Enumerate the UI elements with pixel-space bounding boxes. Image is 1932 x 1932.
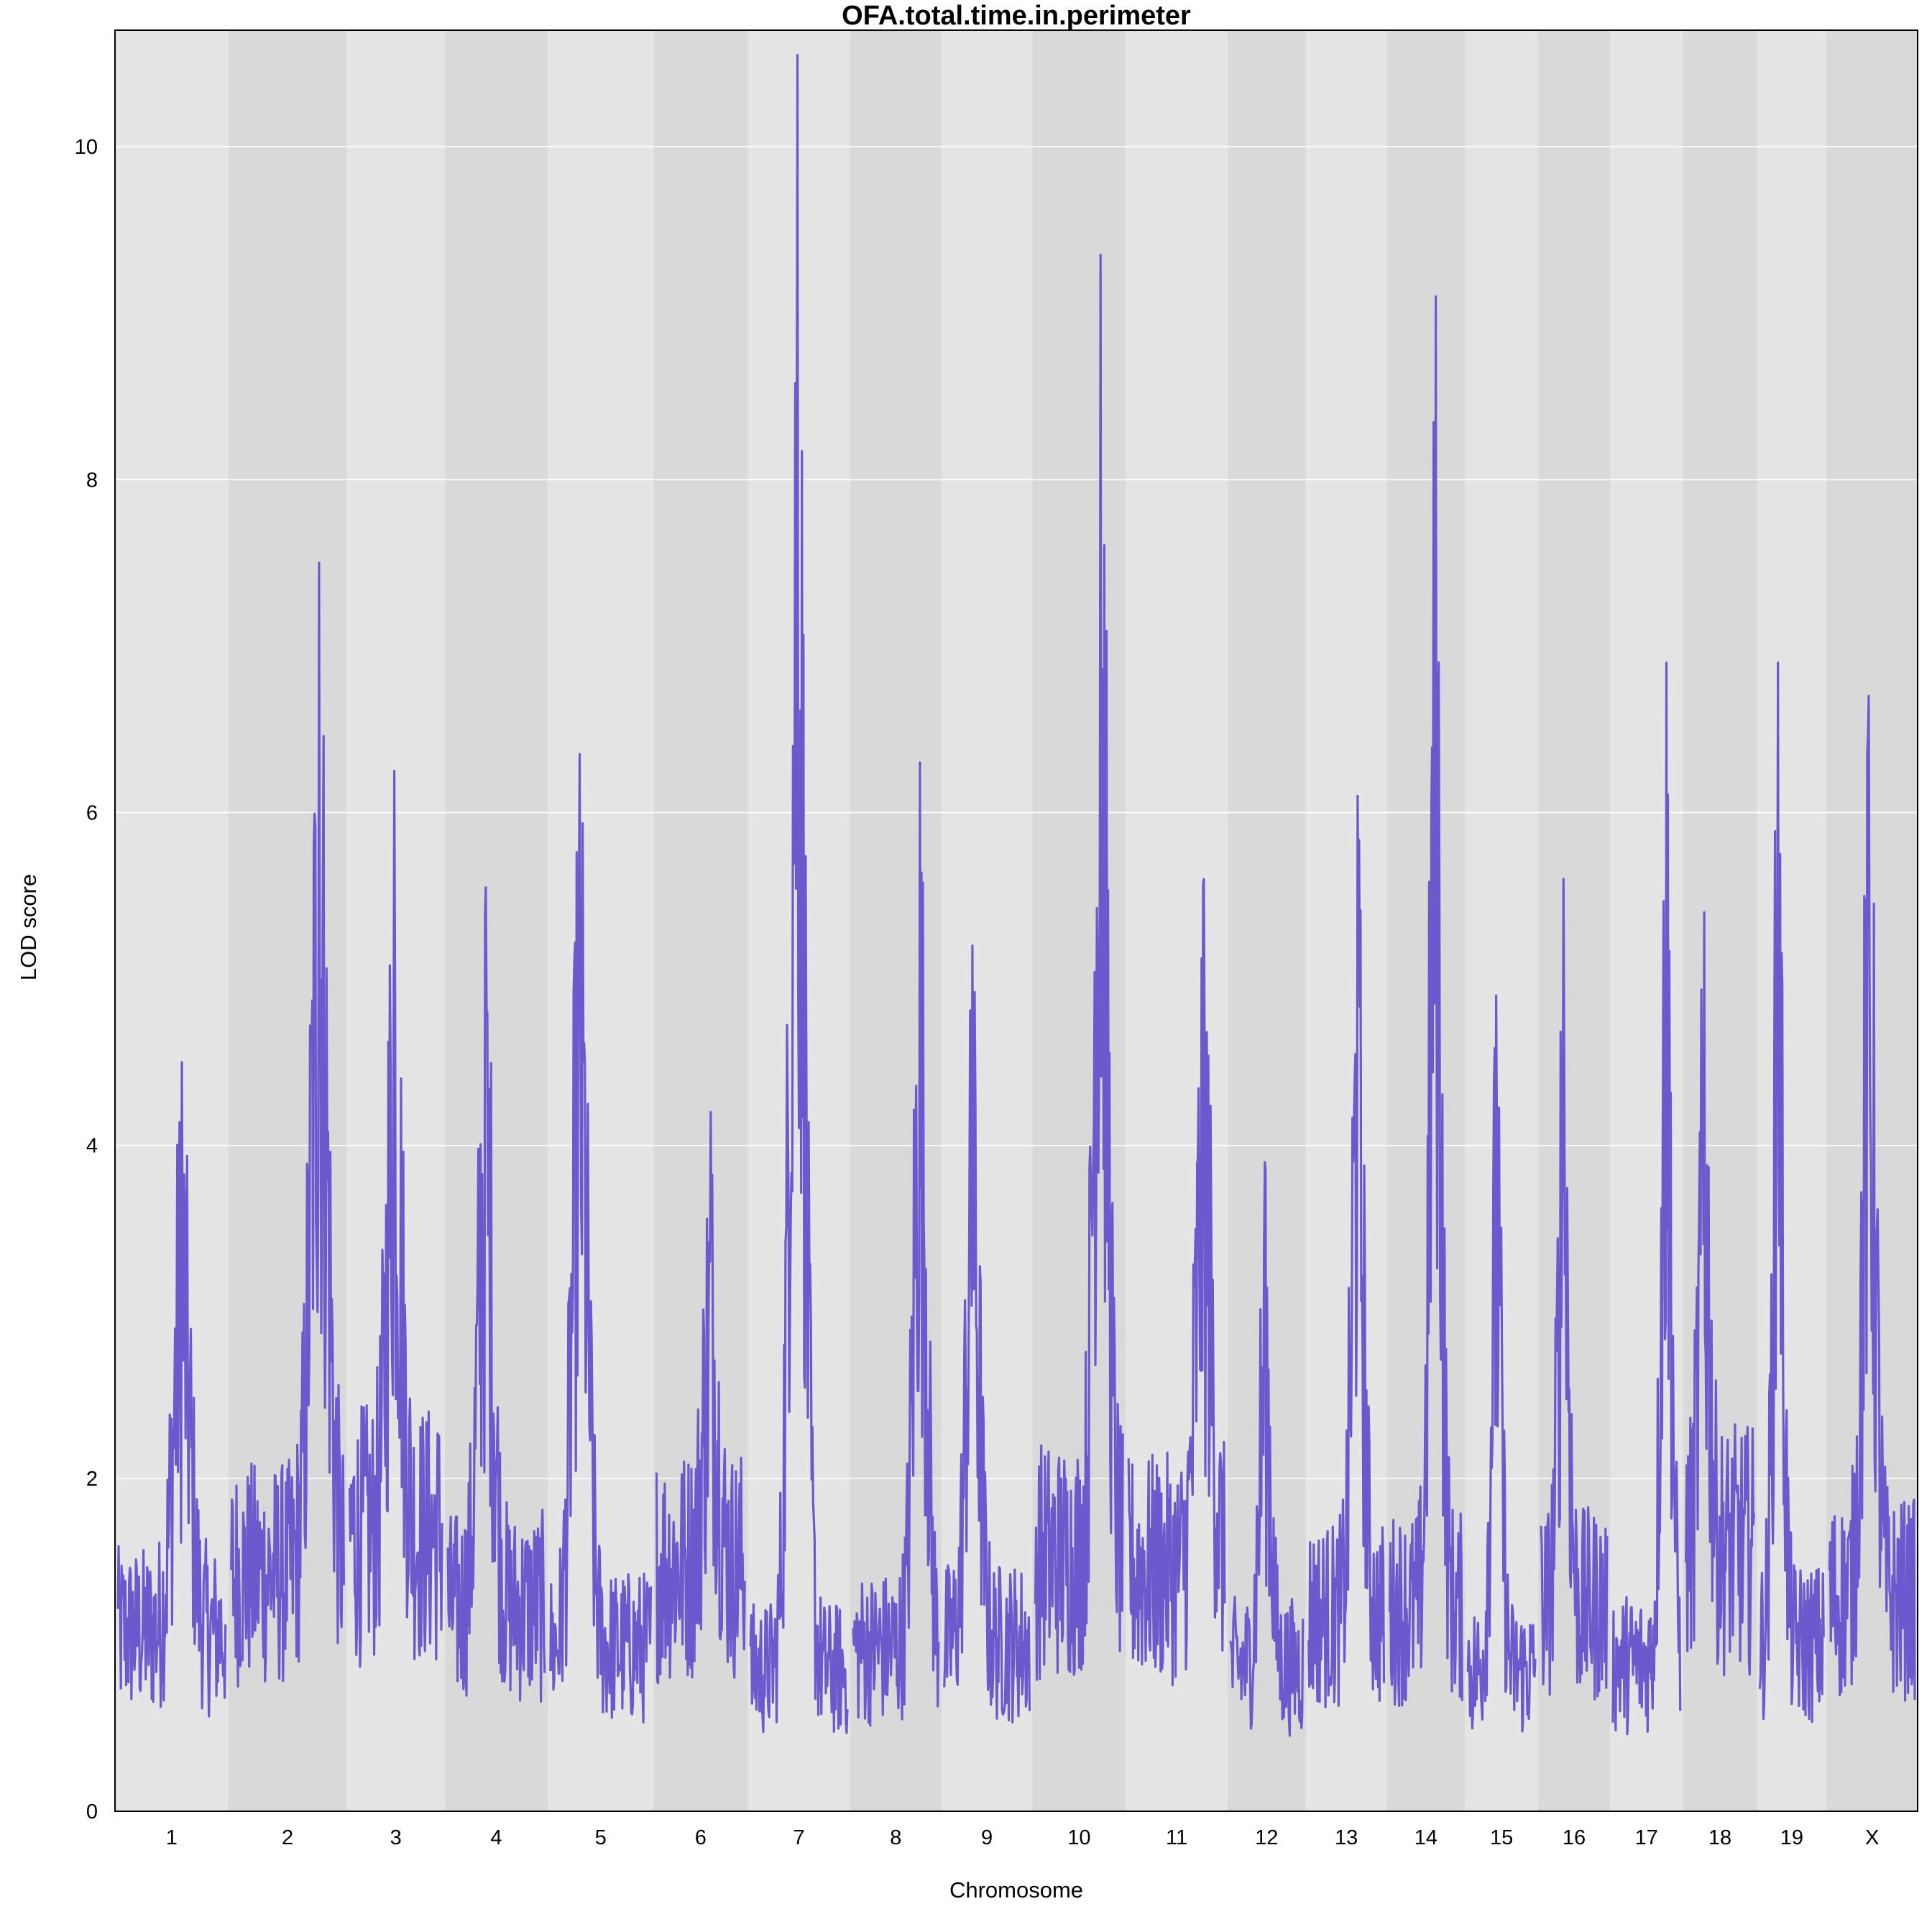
gridlines	[115, 146, 1918, 1479]
chromosome-band-16	[1538, 30, 1611, 1811]
x-tick-label: 11	[1166, 1826, 1187, 1849]
x-tick-label: 15	[1490, 1826, 1513, 1849]
chromosome-band-X	[1826, 30, 1918, 1811]
chromosome-bands	[115, 30, 1918, 1811]
y-tick-label: 4	[86, 1135, 98, 1158]
x-tick-label: 8	[890, 1826, 901, 1849]
chart-title: OFA.total.time.in.perimeter	[842, 1, 1191, 31]
y-axis-label: LOD score	[16, 874, 41, 980]
x-tick-label: 17	[1635, 1826, 1658, 1849]
x-tick-label: 1	[166, 1826, 178, 1849]
x-tick-label: 12	[1255, 1826, 1278, 1849]
x-tick-label: 7	[794, 1826, 805, 1849]
x-tick-label: 6	[695, 1826, 707, 1849]
y-tick-label: 0	[86, 1800, 98, 1823]
x-tick-label: 9	[981, 1826, 993, 1849]
lod-score-line	[116, 54, 1916, 1737]
y-axis: 0 2 4 6 8 10	[75, 136, 98, 1823]
x-tick-label: 13	[1335, 1826, 1358, 1849]
chromosome-band-15	[1465, 30, 1539, 1811]
chromosome-band-17	[1609, 30, 1684, 1811]
x-tick-label: 3	[390, 1826, 402, 1849]
x-tick-label: 18	[1708, 1826, 1731, 1849]
x-tick-label: 4	[490, 1826, 502, 1849]
y-tick-label: 8	[86, 469, 98, 492]
x-axis-label: Chromosome	[949, 1877, 1083, 1903]
x-tick-label: 14	[1414, 1826, 1438, 1849]
plot-frame	[114, 29, 1918, 1812]
x-tick-label: 5	[595, 1826, 607, 1849]
x-tick-label: 10	[1067, 1826, 1090, 1849]
x-tick-label: 2	[282, 1826, 293, 1849]
x-tick-label: 16	[1563, 1826, 1586, 1849]
x-tick-label: X	[1865, 1826, 1879, 1849]
chromosome-band-4	[445, 30, 548, 1811]
chromosome-band-9	[941, 30, 1033, 1811]
y-tick-label: 2	[86, 1468, 98, 1491]
y-tick-label: 6	[86, 801, 98, 824]
x-axis: 1 2 3 4 5 6 7 8 9 10 11 12 13 14 15 16 17 18 19 X	[166, 1826, 1880, 1849]
y-tick-label: 10	[75, 136, 98, 159]
x-tick-label: 19	[1780, 1826, 1803, 1849]
